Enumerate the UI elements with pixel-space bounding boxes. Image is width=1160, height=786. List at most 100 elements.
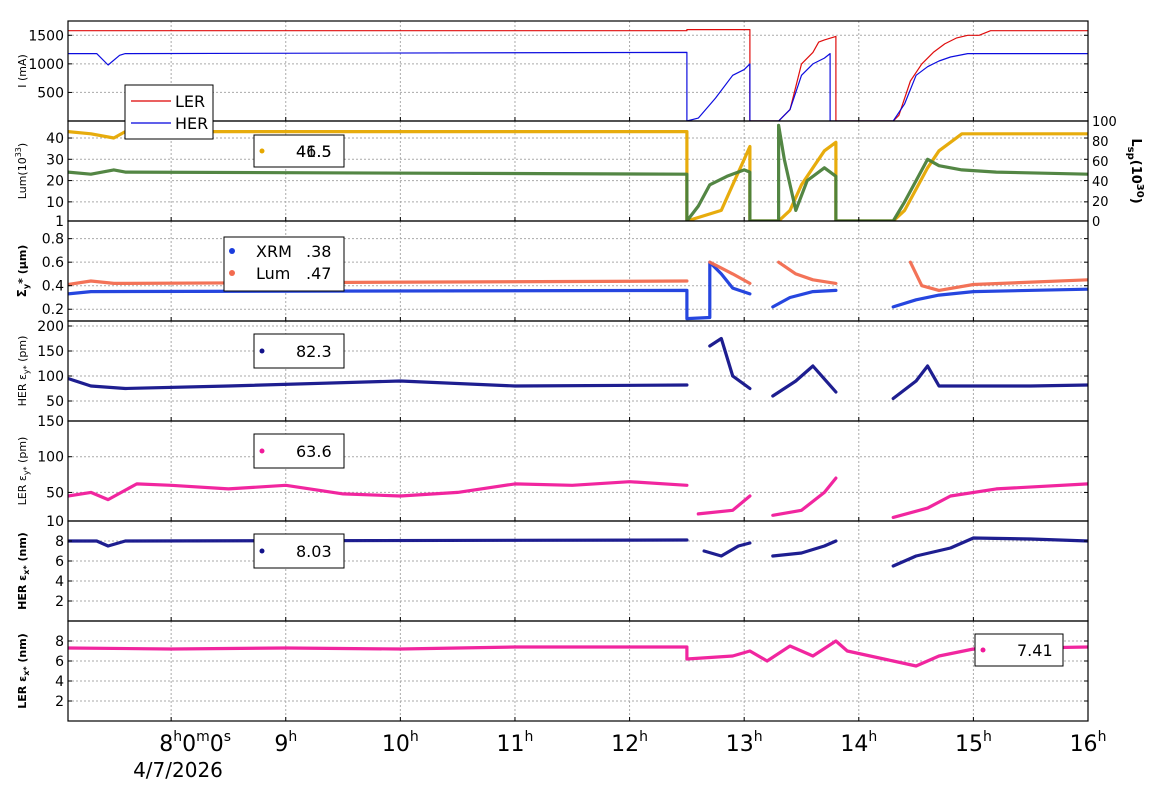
panel-ler_eps_y-series: [68, 476, 1088, 519]
panel-ler_eps_y-legend: 63.6: [253, 433, 345, 469]
y-tick-label: 8: [55, 634, 64, 650]
y-tick-label: 4: [55, 574, 64, 590]
y2-tick-label: 100: [1092, 115, 1117, 130]
x-tick-hour-unit: h: [639, 729, 648, 745]
y-label-main: HER ε: [16, 575, 29, 610]
x-tick-hour: 8: [159, 732, 173, 757]
y-axis-label: HER εy* (pm): [16, 336, 31, 407]
x-tick-label: 15h: [955, 729, 992, 757]
y-tick-label: 150: [37, 344, 64, 360]
panel-her_eps_x-frame: [67, 520, 1089, 622]
x-tick-label: 8h0m0s: [159, 729, 231, 757]
y-axis-label: LER εx* (nm): [16, 633, 31, 708]
y-tick-label: 200: [37, 319, 64, 335]
x-tick-hour-unit: h: [868, 729, 877, 745]
y-tick-label: 0.6: [42, 255, 64, 271]
y-tick-label: 0.8: [42, 232, 64, 248]
x-tick-label: 13h: [726, 729, 763, 757]
y-axis-label: LER εy* (pm): [16, 437, 31, 506]
panel-current-series: [68, 29, 1088, 121]
y2-label-sub: sp: [1125, 147, 1136, 160]
y-tick-label: 100: [37, 450, 64, 466]
y-tick-label: 2: [55, 594, 64, 610]
y-tick-label: 6: [55, 554, 64, 570]
data-layer: [68, 29, 1088, 668]
legend-value: 63.6: [296, 442, 332, 461]
y2-label-close: ): [1128, 198, 1143, 204]
legend-label: Lum: [256, 264, 290, 283]
panel-ler_eps_x-series: [68, 639, 1088, 668]
y2-label-main: L: [1128, 138, 1143, 146]
legend-marker: [980, 647, 986, 653]
y2-tick-label: 0: [1092, 215, 1100, 230]
y-tick-label: 30: [46, 152, 64, 168]
x-date-label: 4/7/2026: [133, 758, 223, 782]
y-label-sub: y*: [22, 466, 31, 475]
y-tick-label: 40: [46, 131, 64, 147]
y-label-main: Lum(10: [16, 157, 29, 199]
panel-her_eps_x-series: [68, 536, 1088, 568]
series-lum-a: [68, 130, 1088, 221]
y-label-rest: (nm): [16, 532, 29, 565]
y-tick-label: 0.4: [42, 279, 64, 295]
y2-tick-label: 40: [1092, 175, 1109, 190]
y-label-rest: * (μm): [16, 245, 29, 284]
x-tick-seconds: 0: [210, 732, 224, 757]
y-label-sub: y: [22, 283, 31, 289]
panel-her_eps_y-series: [68, 336, 1088, 401]
x-tick-hour: 14: [840, 732, 868, 757]
y-tick-label: 50: [46, 394, 64, 410]
legend-value: .47: [306, 264, 331, 283]
legend-label: LER: [175, 92, 205, 111]
x-tick-hour: 15: [955, 732, 983, 757]
legend-value: 82.3: [296, 342, 332, 361]
series-her: [68, 51, 1088, 121]
legend-box: [253, 333, 345, 369]
panel-sigma-series: [68, 260, 1088, 321]
y-label-main: Σ: [15, 289, 29, 297]
panel-her_eps_y-frame: [67, 320, 1089, 422]
x-tick-label: 11h: [497, 729, 534, 757]
legend-box: [223, 236, 345, 292]
x-tick-label: 16h: [1070, 729, 1107, 757]
y-label-sup: 33: [14, 147, 23, 157]
series-lum: [68, 260, 1088, 292]
x-tick-minute-unit: m: [196, 729, 210, 745]
y2-tick-label: 60: [1092, 155, 1109, 170]
x-tick-hour-unit: h: [1098, 729, 1107, 745]
legend-label: XRM: [256, 242, 292, 261]
y-axis-label: HER εx* (nm): [16, 532, 31, 610]
y-tick-label: 20: [46, 174, 64, 190]
y2-tick-label: 20: [1092, 195, 1109, 210]
panel-luminosity-series: [68, 123, 1088, 221]
series-lum-b: [68, 123, 1088, 221]
legend-marker: [229, 270, 235, 276]
y-label-main: I (mA): [16, 54, 29, 88]
x-tick-hour: 12: [611, 732, 639, 757]
series-her-eps-x: [68, 536, 1088, 568]
series-ler-eps-x: [68, 639, 1088, 668]
y-axis-label: I (mA): [16, 54, 29, 88]
y-label-main: HER ε: [16, 374, 29, 406]
panel-ler_eps_x-legend: 7.41: [974, 633, 1064, 667]
legend-box: [124, 84, 214, 140]
grid-layer: [68, 21, 1089, 721]
legend-value: 7.41: [1017, 641, 1053, 660]
x-tick-hour: 11: [497, 732, 525, 757]
x-tick-hour: 13: [726, 732, 754, 757]
y-tick-label: 0.2: [42, 302, 64, 318]
y-tick-label: 1000: [28, 57, 64, 73]
y2-label-sup: 30: [1134, 184, 1145, 198]
x-tick-minutes: 0: [182, 732, 196, 757]
legend-value-overlay: 41.5: [296, 142, 332, 161]
y-tick-label: 10: [46, 514, 64, 530]
legend-marker: [259, 548, 265, 554]
panel-current-legend: LER HER: [124, 84, 214, 140]
y-label-main: LER ε: [16, 676, 29, 709]
panel-ler_eps_y-frame: [67, 420, 1089, 522]
y-tick-label: 1500: [28, 28, 64, 44]
legend-marker: [259, 148, 265, 154]
legend-marker: [259, 348, 265, 354]
legend-box: [253, 533, 345, 569]
